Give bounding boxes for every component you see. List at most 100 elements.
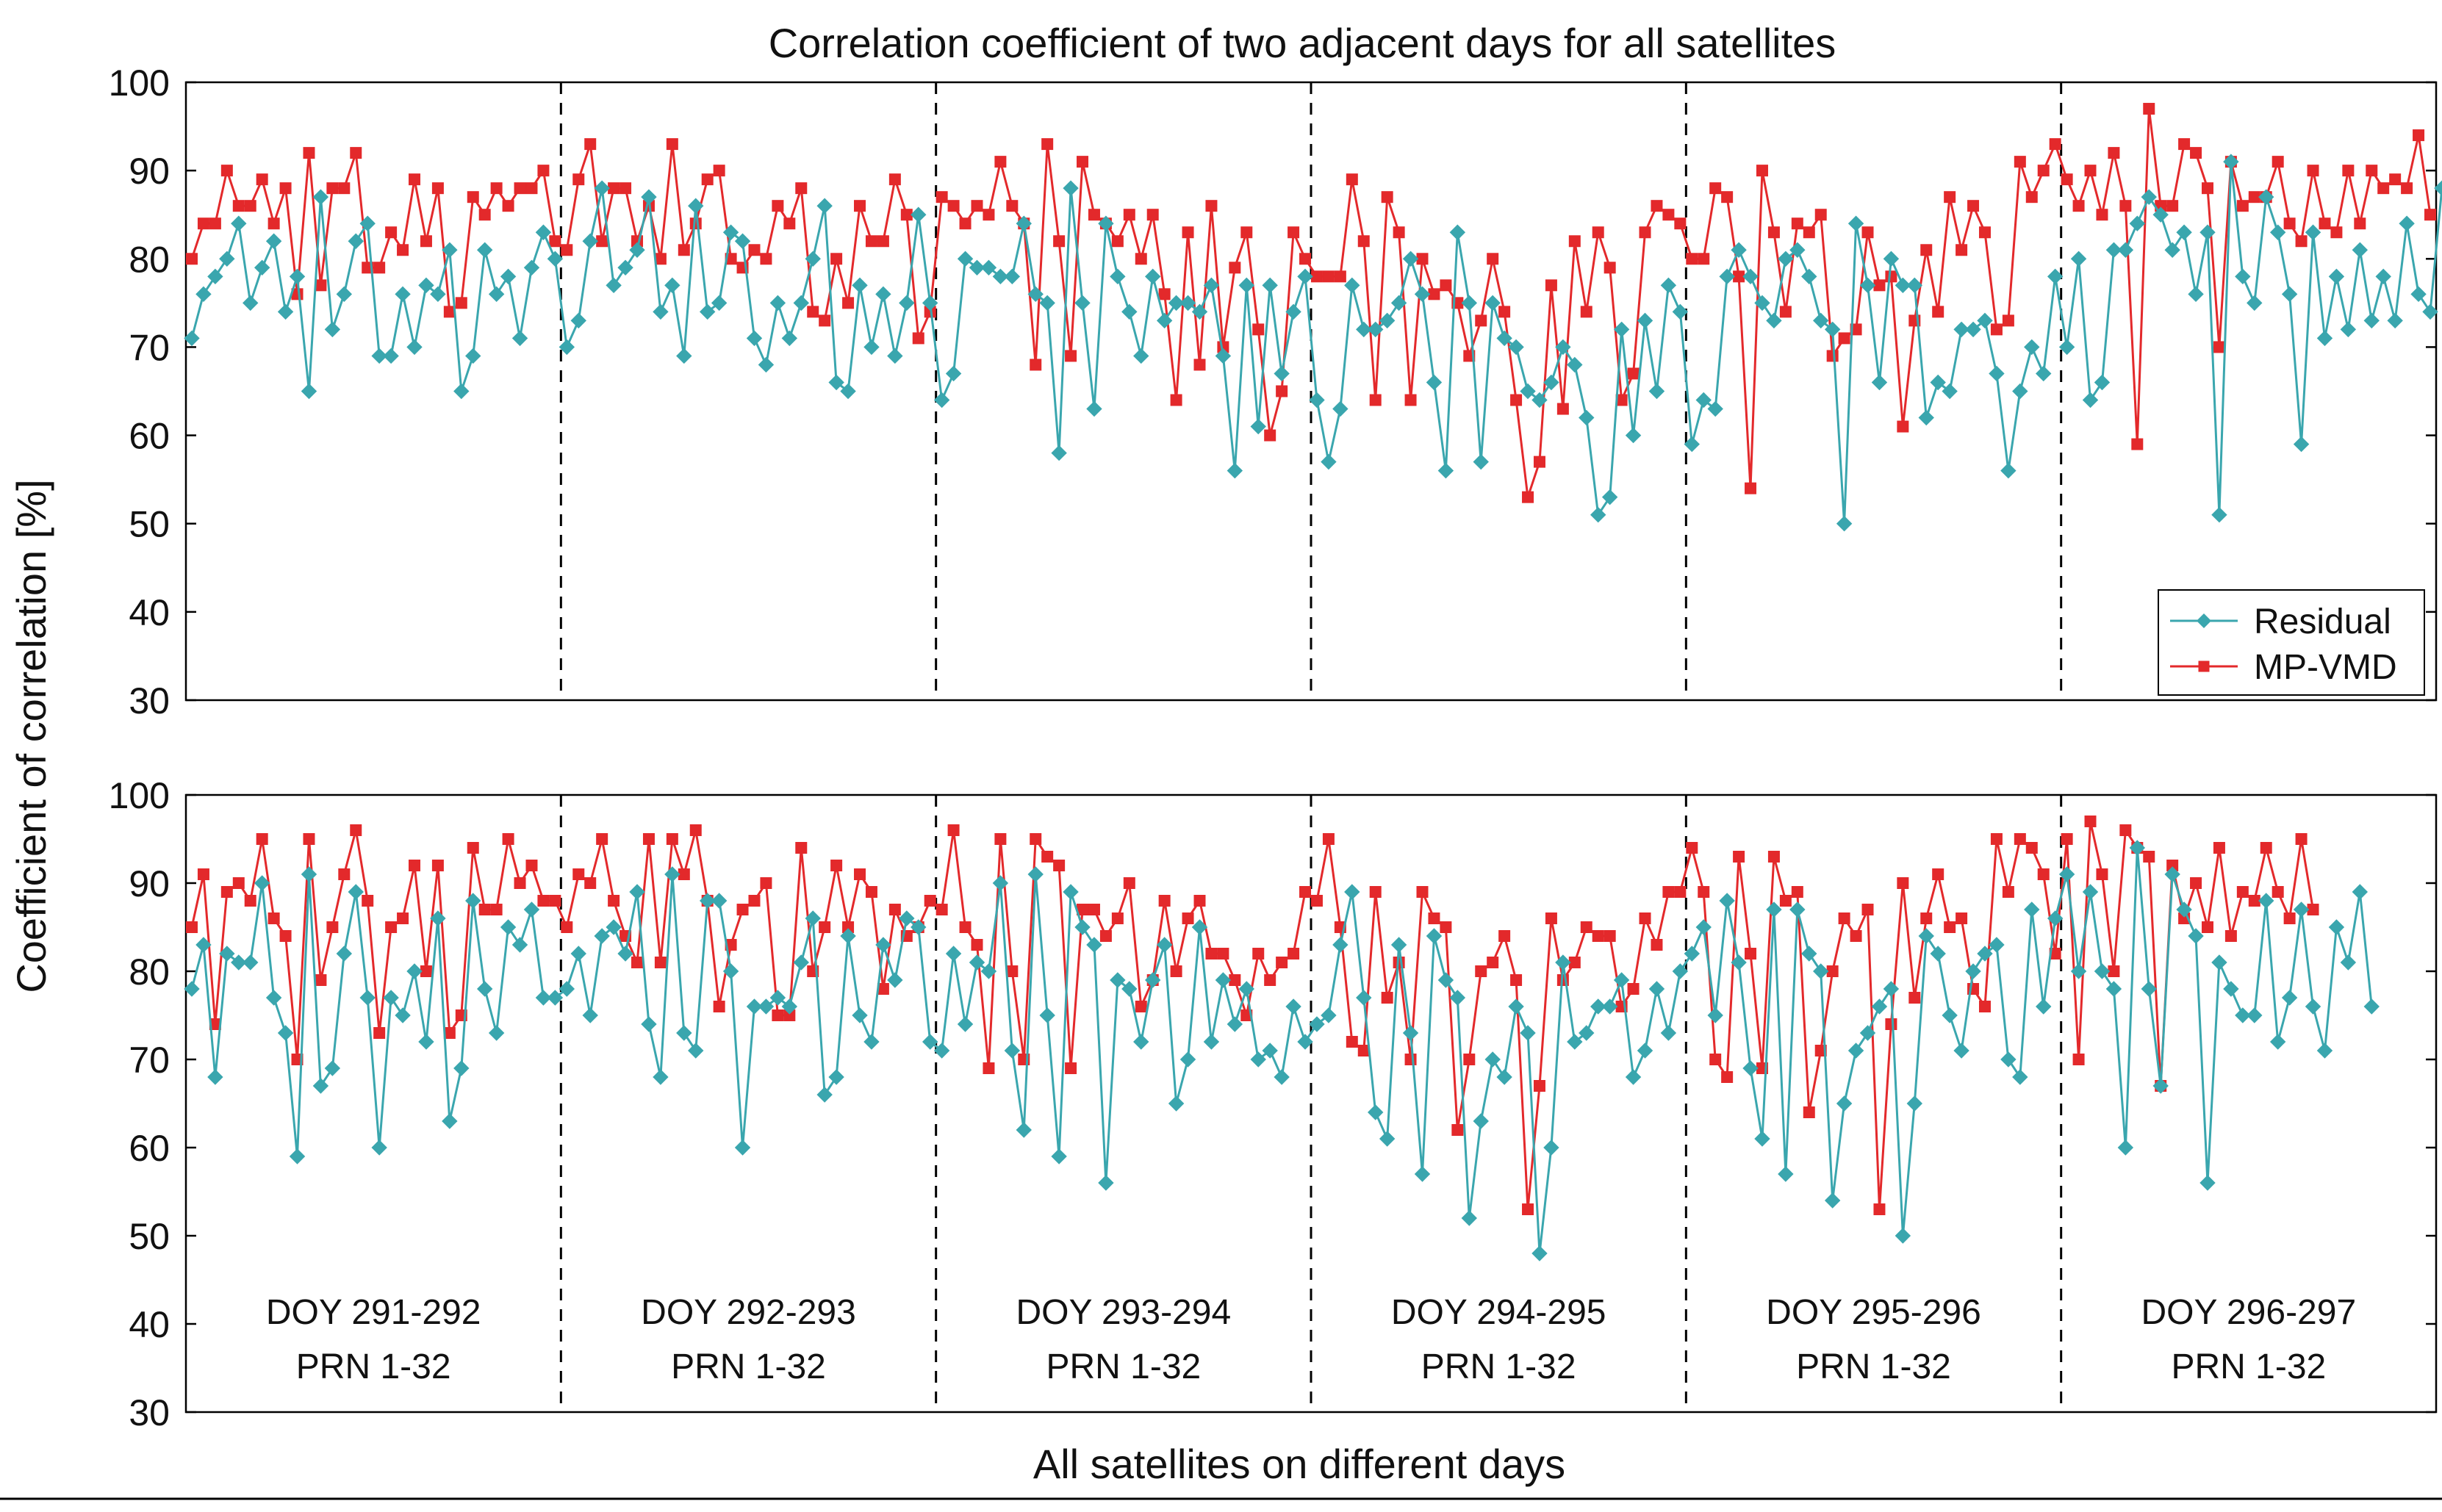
- residual-point: [2352, 242, 2369, 258]
- residual-point: [641, 189, 657, 205]
- residual-point: [1414, 1166, 1431, 1182]
- residual-point: [1332, 937, 1349, 953]
- mp-vmd-point: [1932, 306, 1944, 318]
- legend-label: Residual: [2254, 602, 2391, 641]
- residual-point: [793, 954, 809, 971]
- residual-point: [476, 981, 493, 997]
- mp-vmd-point: [736, 904, 749, 915]
- mp-vmd-point: [1838, 332, 1850, 345]
- mp-vmd-point: [186, 921, 198, 933]
- residual-point: [1156, 937, 1173, 953]
- mp-vmd-point: [1077, 156, 1089, 168]
- residual-point: [1637, 1043, 1653, 1059]
- mp-vmd-point: [1310, 895, 1323, 907]
- residual-point: [383, 348, 399, 364]
- mp-vmd-point: [209, 217, 221, 230]
- mp-vmd-point: [1956, 912, 1968, 924]
- residual-point: [2012, 383, 2028, 400]
- mp-vmd-point: [1498, 306, 1511, 318]
- residual-point: [511, 937, 528, 953]
- residual-point: [1179, 1051, 1196, 1068]
- y-tick-label: 50: [129, 504, 170, 545]
- residual-point: [816, 1087, 833, 1103]
- mp-vmd-point: [1698, 253, 1710, 265]
- mp-vmd-point: [666, 833, 678, 845]
- mp-vmd-point: [1944, 191, 1956, 204]
- residual-point: [1672, 303, 1689, 320]
- residual-point: [863, 339, 880, 356]
- residual-point: [2223, 154, 2239, 170]
- residual-point: [1321, 1007, 1337, 1023]
- mp-vmd-point: [713, 165, 725, 177]
- mp-vmd-point: [1135, 1001, 1147, 1012]
- residual-point: [2036, 365, 2052, 382]
- mp-vmd-point: [1756, 165, 1768, 177]
- mp-vmd-point: [1651, 939, 1663, 951]
- mp-vmd-point: [1721, 1071, 1734, 1083]
- mp-vmd-point: [912, 332, 924, 345]
- residual-point: [2176, 224, 2192, 240]
- mp-vmd-point: [1170, 965, 1182, 977]
- residual-point: [1063, 180, 1079, 196]
- residual-point: [1344, 884, 1360, 900]
- residual-point: [1356, 321, 1372, 338]
- residual-point: [1847, 1043, 1864, 1059]
- mp-vmd-point: [1440, 279, 1452, 292]
- group-label-prn: PRN 1-32: [1421, 1347, 1576, 1386]
- mp-vmd-point: [467, 842, 479, 854]
- residual-point: [231, 215, 247, 231]
- panels-layer: 30 40 50 60 70 80 90 100 Residual MP-VMD 30 40 50 60 7…: [109, 62, 2442, 1433]
- residual-point: [969, 259, 985, 276]
- mp-vmd-point: [256, 833, 268, 845]
- mp-vmd-point: [1053, 235, 1066, 248]
- residual-point: [957, 251, 974, 267]
- residual-point: [1637, 312, 1653, 329]
- mp-vmd-point: [385, 921, 398, 933]
- residual-point: [945, 365, 962, 382]
- residual-point: [418, 277, 434, 294]
- residual-point: [1473, 453, 1489, 470]
- residual-point: [1648, 981, 1665, 997]
- mp-vmd-point: [2037, 165, 2050, 177]
- residual-point: [1625, 1069, 1642, 1085]
- residual-point: [312, 1078, 329, 1094]
- mp-vmd-point: [1580, 921, 1592, 933]
- residual-point: [1274, 365, 1290, 382]
- mp-vmd-point: [431, 860, 444, 871]
- residual-point: [1461, 295, 1478, 312]
- residual-point: [911, 206, 927, 223]
- mp-vmd-point: [1111, 235, 1124, 248]
- residual-point: [1613, 321, 1630, 338]
- mp-vmd-point: [1322, 833, 1335, 845]
- residual-point: [336, 946, 353, 962]
- residual-point: [1203, 277, 1220, 294]
- mp-vmd-point: [1030, 833, 1042, 845]
- mp-vmd-point: [1698, 886, 1710, 898]
- residual-point: [465, 893, 481, 909]
- mp-vmd-point: [2084, 816, 2097, 827]
- residual-point: [606, 277, 622, 294]
- residual-point: [594, 928, 610, 944]
- mp-vmd-point: [1533, 1080, 1545, 1092]
- residual-point: [1719, 268, 1735, 285]
- residual-point: [207, 268, 223, 285]
- residual-point: [2293, 901, 2310, 918]
- residual-point: [195, 937, 212, 953]
- mp-vmd-point: [549, 235, 561, 248]
- residual-point: [243, 954, 259, 971]
- residual-point: [1754, 295, 1770, 312]
- mp-vmd-point: [2236, 200, 2249, 212]
- residual-point: [1579, 1025, 1595, 1041]
- group-label-prn: PRN 1-32: [296, 1347, 451, 1386]
- residual-point: [828, 1069, 844, 1085]
- mp-vmd-point: [1627, 983, 1640, 995]
- residual-point: [793, 295, 809, 312]
- mp-vmd-point: [303, 833, 315, 845]
- y-tick-label: 70: [129, 327, 170, 368]
- residual-point: [1004, 268, 1021, 285]
- residual-point: [442, 242, 458, 258]
- residual-point: [1449, 224, 1466, 240]
- residual-point: [1648, 383, 1665, 400]
- residual-point: [1285, 998, 1301, 1015]
